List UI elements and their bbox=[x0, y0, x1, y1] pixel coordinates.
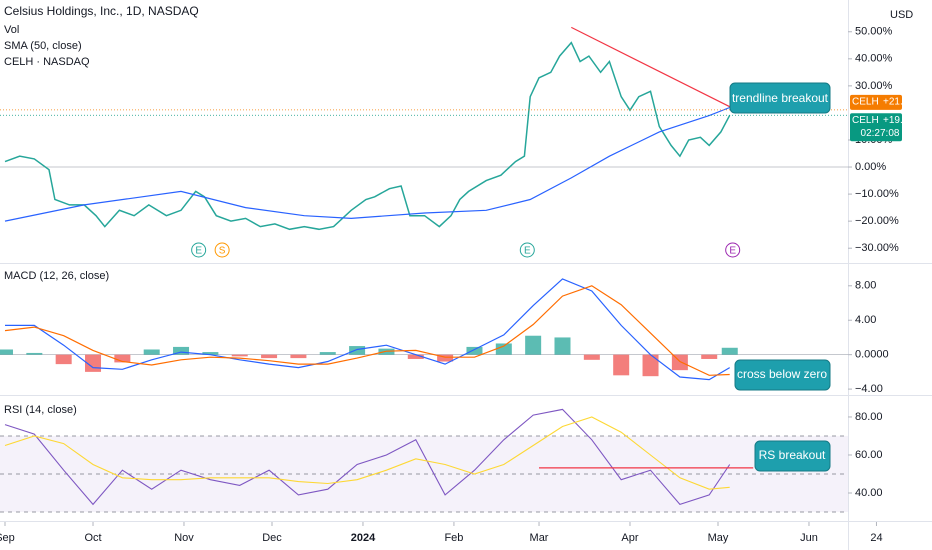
event-label: E bbox=[524, 246, 531, 257]
event-marker bbox=[214, 242, 230, 258]
x-tick-label: Mar bbox=[530, 532, 549, 544]
x-tick-label: Nov bbox=[174, 532, 194, 544]
callout-box bbox=[729, 82, 831, 114]
histogram-bar bbox=[261, 354, 278, 359]
histogram-bar bbox=[642, 354, 659, 377]
pane-title: RSI (14, close) bbox=[4, 404, 77, 416]
histogram-bar bbox=[721, 347, 738, 355]
histogram-bar bbox=[143, 349, 160, 355]
histogram-bar bbox=[349, 346, 366, 355]
event-marker bbox=[519, 242, 535, 258]
x-tick-label: Apr bbox=[621, 532, 638, 544]
sma-line bbox=[4, 106, 730, 222]
chart-title: Celsius Holdings, Inc., 1D, NASDAQ bbox=[4, 4, 199, 18]
x-tick-label: May bbox=[708, 532, 729, 544]
y-tick-label: 60.00 bbox=[855, 449, 883, 461]
callout-box bbox=[754, 440, 831, 472]
histogram-bar bbox=[407, 354, 424, 359]
x-tick-label: Feb bbox=[444, 532, 463, 544]
price-tag-name: CELH bbox=[852, 97, 879, 108]
event-label: S bbox=[219, 246, 226, 257]
histogram-bar bbox=[55, 354, 72, 365]
histogram-bar bbox=[26, 352, 43, 355]
histogram-bar bbox=[202, 352, 219, 355]
price-tag-value: +19.13% bbox=[883, 115, 923, 126]
y-tick-label: 0.00% bbox=[855, 161, 886, 173]
histogram-bar bbox=[437, 354, 454, 362]
histogram-bar bbox=[554, 337, 571, 355]
event-label: E bbox=[729, 246, 736, 257]
x-tick-label: Jun bbox=[800, 532, 818, 544]
price-tag-time: 02:27:08 bbox=[861, 128, 900, 139]
y-tick-label: −10.00% bbox=[855, 188, 899, 200]
y-tick-label: 4.00 bbox=[855, 314, 876, 326]
x-tick-label: 2024 bbox=[351, 532, 376, 544]
callout-text: RS breakout bbox=[759, 448, 826, 462]
y-tick-label: 0.0000 bbox=[855, 349, 889, 361]
callout-text: trendline breakout bbox=[732, 91, 829, 105]
y-tick-label: 80.00 bbox=[855, 411, 883, 423]
y-tick-label: 30.00% bbox=[855, 80, 893, 92]
legend-entry: CELH · NASDAQ bbox=[4, 56, 90, 68]
x-tick-label: 24 bbox=[870, 532, 882, 544]
histogram-bar bbox=[671, 354, 688, 371]
event-marker bbox=[725, 242, 741, 258]
y-tick-label: 50.00% bbox=[855, 26, 893, 38]
macd-line bbox=[5, 278, 731, 381]
y-tick-label: −20.00% bbox=[855, 215, 899, 227]
histogram-bar bbox=[319, 352, 336, 355]
price-tag-name: CELH bbox=[852, 115, 879, 126]
y-tick-label: −4.00 bbox=[855, 383, 883, 395]
histogram-bar bbox=[114, 354, 131, 363]
y-tick-label: 8.00 bbox=[855, 280, 876, 292]
legend-entry: SMA (50, close) bbox=[4, 40, 82, 52]
x-tick-label: Dec bbox=[262, 532, 282, 544]
histogram-bar bbox=[290, 354, 307, 359]
trendline bbox=[571, 26, 730, 108]
histogram-bar bbox=[701, 354, 718, 359]
event-marker bbox=[191, 242, 207, 258]
histogram-bar bbox=[0, 349, 13, 355]
signal-line bbox=[4, 285, 730, 376]
pane-title: MACD (12, 26, close) bbox=[4, 270, 109, 282]
callout-text: cross below zero bbox=[737, 367, 827, 381]
histogram-bar bbox=[613, 354, 630, 376]
y-tick-label: 40.00% bbox=[855, 53, 893, 65]
histogram-bar bbox=[583, 354, 600, 360]
callout-box bbox=[734, 359, 831, 391]
callout: trendline breakout cross below zero RS b… bbox=[729, 82, 831, 472]
histogram-bar bbox=[466, 346, 483, 355]
price-tag bbox=[850, 94, 902, 110]
price-tag bbox=[850, 113, 902, 142]
x-tick-label: Oct bbox=[84, 532, 101, 544]
rsi-line bbox=[4, 408, 731, 506]
y-tick-label: 40.00 bbox=[855, 487, 883, 499]
histogram-bar bbox=[525, 335, 542, 355]
histogram-bar bbox=[231, 354, 248, 357]
y-tick-label: −30.00% bbox=[855, 242, 899, 254]
currency: USD bbox=[890, 9, 913, 21]
rsi-ma-line bbox=[4, 416, 730, 490]
legend-entry: Vol bbox=[4, 24, 19, 36]
event-label: E bbox=[195, 246, 202, 257]
x-tick-label: Sep bbox=[0, 532, 15, 544]
histogram-bar bbox=[495, 343, 512, 355]
histogram-bar bbox=[173, 346, 190, 355]
price-tag-value: +21.13% bbox=[883, 97, 923, 108]
